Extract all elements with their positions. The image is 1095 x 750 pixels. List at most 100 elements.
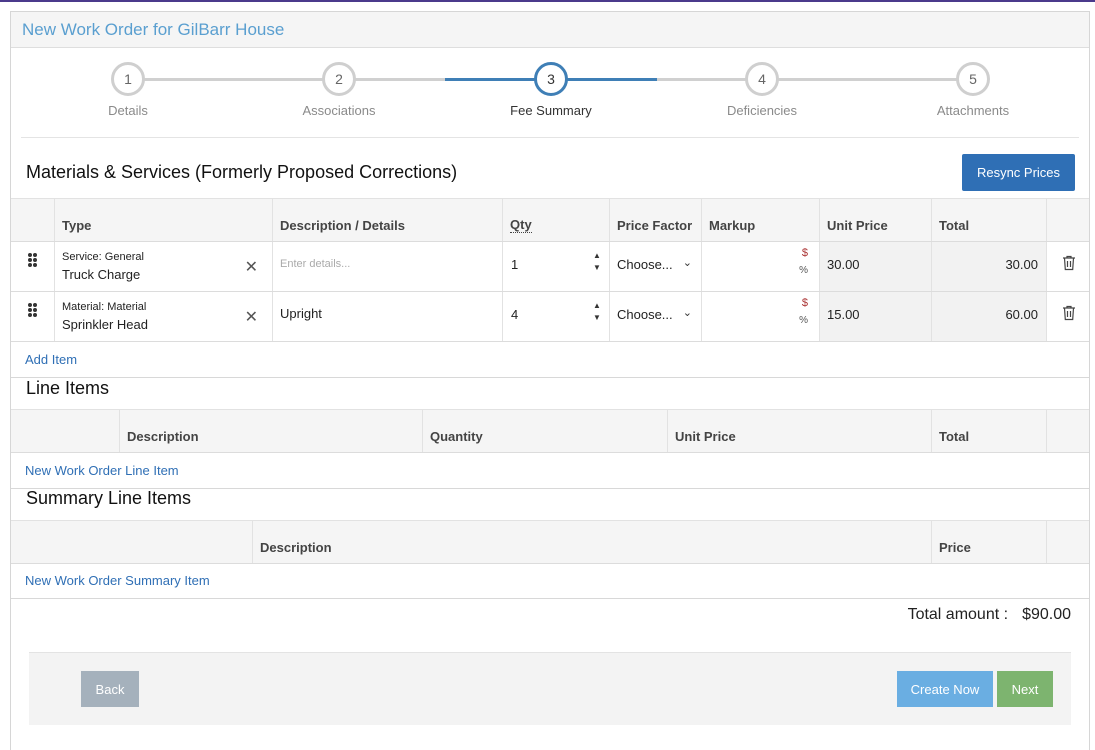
column-header-description: Description — [119, 410, 422, 452]
column-header-actions — [1046, 410, 1089, 452]
total-value: 30.00 — [1005, 257, 1038, 272]
trash-icon[interactable] — [1062, 255, 1076, 271]
step-number: 3 — [534, 62, 568, 96]
spin-arrows-icon[interactable]: ▲ ▼ — [593, 251, 601, 272]
step-connector — [128, 78, 339, 81]
chevron-down-icon: ⌄ — [682, 257, 692, 269]
column-header-actions — [1046, 199, 1089, 241]
new-summary-item-link[interactable]: New Work Order Summary Item — [25, 573, 210, 588]
unit-price-input[interactable]: 30.00 — [819, 242, 931, 291]
type-category: Service: General — [62, 251, 144, 263]
column-header-unit-price: Unit Price — [667, 410, 931, 452]
column-header-total: Total — [931, 199, 1046, 241]
total-value: 60.00 — [1005, 307, 1038, 322]
panel-header: New Work Order for GilBarr House — [11, 12, 1089, 48]
column-header-actions — [1046, 521, 1089, 563]
type-category: Material: Material — [62, 301, 147, 313]
price-factor-value: Choose... — [617, 257, 673, 272]
spin-arrows-icon[interactable]: ▲ ▼ — [593, 301, 601, 322]
column-header-description: Description / Details — [272, 199, 502, 241]
line-items-title: Line Items — [26, 378, 110, 398]
wizard-stepper: 1 Details 2 Associations 3 Fee Summary 4… — [11, 48, 1089, 138]
type-select[interactable]: Service: General Truck Charge ✕ — [54, 242, 272, 291]
unit-price-input[interactable]: 15.00 — [819, 292, 931, 341]
markup-percent-toggle[interactable]: % — [799, 265, 808, 276]
column-header-total: Total — [931, 410, 1046, 452]
drag-handle-icon[interactable] — [28, 303, 38, 317]
column-header-qty: Qty — [502, 199, 609, 241]
type-name: Sprinkler Head — [62, 317, 148, 332]
step-details[interactable]: 1 Details — [48, 62, 208, 118]
step-connector — [657, 78, 973, 81]
work-order-panel: New Work Order for GilBarr House 1 Detai… — [10, 11, 1090, 750]
unit-price-value: 15.00 — [827, 307, 860, 322]
column-header-description: Description — [252, 521, 931, 563]
markup-input[interactable]: $ % — [701, 292, 819, 341]
unit-price-value: 30.00 — [827, 257, 860, 272]
step-label: Associations — [302, 103, 376, 118]
back-button[interactable]: Back — [81, 671, 139, 707]
column-header-price-factor: Price Factor — [609, 199, 701, 241]
type-select[interactable]: Material: Material Sprinkler Head ✕ — [54, 292, 272, 341]
step-attachments[interactable]: 5 Attachments — [893, 62, 1053, 118]
footer-action-bar: Back Create Now Next — [29, 652, 1071, 725]
column-header-quantity: Quantity — [422, 410, 667, 452]
column-header-price: Price — [931, 521, 1046, 563]
description-input[interactable]: Upright — [272, 292, 502, 341]
drag-handle-icon[interactable] — [28, 253, 38, 267]
section-divider — [11, 598, 1089, 599]
summary-items-title: Summary Line Items — [26, 488, 192, 508]
close-icon[interactable]: ✕ — [244, 309, 258, 326]
price-factor-select[interactable]: Choose... ⌄ — [609, 292, 701, 341]
markup-dollar-toggle[interactable]: $ — [801, 297, 808, 309]
add-item-link[interactable]: Add Item — [25, 352, 78, 367]
new-line-item-link[interactable]: New Work Order Line Item — [25, 463, 179, 478]
description-value: Upright — [280, 306, 322, 321]
description-placeholder: Enter details... — [280, 258, 351, 270]
next-button[interactable]: Next — [997, 671, 1053, 707]
description-input[interactable]: Enter details... — [272, 242, 502, 291]
total-amount-value: $90.00 — [1022, 606, 1071, 623]
resync-prices-button[interactable]: Resync Prices — [962, 154, 1075, 191]
markup-input[interactable]: $ % — [701, 242, 819, 291]
total-cell: 30.00 — [931, 242, 1046, 291]
step-number: 5 — [956, 62, 990, 96]
materials-section-title: Materials & Services (Formerly Proposed … — [26, 162, 458, 182]
trash-icon[interactable] — [1062, 305, 1076, 321]
table-row: Material: Material Sprinkler Head ✕ Upri… — [11, 292, 1089, 342]
column-header-unit-price: Unit Price — [819, 199, 931, 241]
total-amount: Total amount : $90.00 — [908, 606, 1071, 624]
create-now-button[interactable]: Create Now — [897, 671, 993, 707]
markup-dollar-toggle[interactable]: $ — [801, 247, 808, 259]
close-icon[interactable]: ✕ — [244, 259, 258, 276]
total-amount-label: Total amount : — [907, 606, 1009, 623]
section-divider — [11, 488, 1089, 489]
chevron-down-icon: ⌄ — [682, 307, 692, 319]
total-cell: 60.00 — [931, 292, 1046, 341]
page-title: New Work Order for GilBarr House — [22, 20, 285, 39]
column-header-markup: Markup — [701, 199, 819, 241]
step-fee-summary[interactable]: 3 Fee Summary — [471, 62, 631, 118]
qty-stepper[interactable]: 1 ▲ ▼ — [502, 242, 609, 291]
table-row: Service: General Truck Charge ✕ Enter de… — [11, 242, 1089, 292]
markup-percent-toggle[interactable]: % — [799, 315, 808, 326]
column-header-type: Type — [54, 199, 272, 241]
materials-table-header: Type Description / Details Qty Price Fac… — [11, 198, 1089, 242]
qty-value: 1 — [511, 257, 519, 272]
actions-cell — [1046, 292, 1089, 341]
price-factor-select[interactable]: Choose... ⌄ — [609, 242, 701, 291]
step-number: 4 — [745, 62, 779, 96]
step-label: Deficiencies — [726, 103, 798, 118]
stepper-divider — [21, 137, 1079, 138]
price-factor-value: Choose... — [617, 307, 673, 322]
qty-value: 4 — [511, 307, 519, 322]
step-associations[interactable]: 2 Associations — [259, 62, 419, 118]
type-name: Truck Charge — [62, 267, 141, 282]
actions-cell — [1046, 242, 1089, 291]
qty-stepper[interactable]: 4 ▲ ▼ — [502, 292, 609, 341]
top-accent-line — [0, 0, 1095, 2]
step-deficiencies[interactable]: 4 Deficiencies — [682, 62, 842, 118]
line-items-table-header: Description Quantity Unit Price Total — [11, 409, 1089, 453]
step-number: 2 — [322, 62, 356, 96]
step-label: Details — [108, 103, 148, 118]
